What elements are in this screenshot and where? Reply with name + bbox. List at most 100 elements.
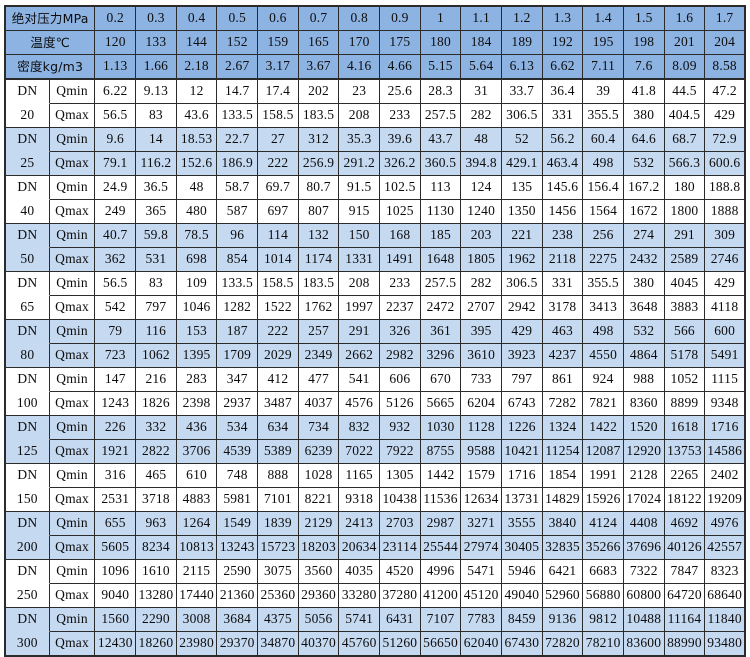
qmax-value-cell: 1997 — [339, 296, 381, 320]
qmin-label: Qmin — [49, 512, 96, 536]
qmax-value-cell: 10813 — [176, 536, 218, 560]
qmin-value-cell: 3271 — [461, 512, 502, 536]
table-row: DN Qmin 6.22 9.13 12 14.7 17.4 202 23 25.6 28.3 31 3… — [6, 80, 746, 104]
qmin-value-cell: 1030 — [420, 416, 462, 440]
qmin-label: Qmin — [49, 272, 96, 296]
qmin-value-cell: 541 — [339, 368, 381, 392]
qmin-value-cell: 25.6 — [380, 80, 421, 104]
qmax-value-cell: 3178 — [542, 296, 584, 320]
qmax-value-cell: 480 — [176, 200, 218, 224]
qmin-value-cell: 8323 — [705, 560, 746, 584]
qmax-value-cell: 56.5 — [95, 104, 137, 128]
qmin-value-cell: 963 — [136, 512, 177, 536]
qmax-value-cell: 56880 — [583, 584, 624, 608]
header-cell-density: 3.17 — [258, 55, 299, 80]
header-cell-temperature: 201 — [664, 31, 706, 55]
qmin-value-cell: 477 — [298, 368, 340, 392]
qmax-value-cell: 3718 — [136, 488, 177, 512]
table-row: 25 Qmax 79.1 116.2 152.6 186.9 222 256.9 291.2 32… — [6, 152, 746, 176]
qmin-value-cell: 6.22 — [95, 80, 137, 104]
table-row: 200 Qmax 5605 8234 10813 13243 15723 18203 20634… — [6, 536, 746, 560]
qmin-value-cell: 221 — [502, 224, 543, 248]
qmin-value-cell: 14 — [136, 128, 177, 152]
qmax-value-cell: 233 — [380, 104, 421, 128]
qmin-value-cell: 326 — [380, 320, 421, 344]
qmax-value-cell: 2118 — [542, 248, 584, 272]
dn-label-prefix: DN — [6, 320, 50, 344]
qmin-value-cell: 6683 — [583, 560, 624, 584]
qmin-value-cell: 56.5 — [95, 272, 137, 296]
qmin-value-cell: 6421 — [542, 560, 584, 584]
header-cell-pressure: 1 — [420, 7, 462, 31]
qmin-value-cell: 257.5 — [420, 272, 462, 296]
qmin-value-cell: 4692 — [664, 512, 706, 536]
table-row: DN Qmin 24.9 36.5 48 58.7 69.7 80.7 91.5 102.5 113… — [6, 176, 746, 200]
header-cell-density: 5.64 — [461, 55, 502, 80]
header-cell-temperature: 144 — [176, 31, 218, 55]
header-cell-temperature: 133 — [136, 31, 177, 55]
qmin-value-cell: 600 — [705, 320, 746, 344]
qmax-value-cell: 1564 — [583, 200, 624, 224]
qmin-value-cell: 132 — [298, 224, 340, 248]
qmin-value-cell: 332 — [136, 416, 177, 440]
qmax-value-cell: 5491 — [705, 344, 746, 368]
qmin-value-cell: 306.5 — [502, 272, 543, 296]
qmax-value-cell: 3923 — [502, 344, 543, 368]
qmin-value-cell: 39 — [583, 80, 624, 104]
qmin-value-cell: 566 — [664, 320, 706, 344]
qmax-value-cell: 394.8 — [461, 152, 502, 176]
qmin-value-cell: 17.4 — [258, 80, 299, 104]
header-cell-temperature: 189 — [502, 31, 543, 55]
header-cell-pressure: 1.5 — [623, 7, 665, 31]
qmax-value-cell: 186.9 — [217, 152, 259, 176]
table-row: 125 Qmax 1921 2822 3706 4539 5389 6239 7022 7922 8… — [6, 440, 746, 464]
qmin-value-cell: 79 — [95, 320, 137, 344]
qmin-value-cell: 22.7 — [217, 128, 259, 152]
qmin-value-cell: 187 — [217, 320, 259, 344]
qmin-value-cell: 1854 — [542, 464, 584, 488]
dn-label-size: 20 — [6, 104, 50, 128]
qmin-value-cell: 1422 — [583, 416, 624, 440]
qmin-value-cell: 27 — [258, 128, 299, 152]
header-cell-density: 6.62 — [542, 55, 584, 80]
qmin-value-cell: 1226 — [502, 416, 543, 440]
qmin-value-cell: 498 — [583, 320, 624, 344]
qmax-value-cell: 360.5 — [420, 152, 462, 176]
qmin-value-cell: 12 — [176, 80, 218, 104]
dn-label-size: 65 — [6, 296, 50, 320]
header-cell-pressure: 0.2 — [95, 7, 137, 31]
dn-label-size: 80 — [6, 344, 50, 368]
qmin-value-cell: 1716 — [502, 464, 543, 488]
qmax-value-cell: 4550 — [583, 344, 624, 368]
header-row-absolute-pressure: 绝对压力MPa 0.2 0.3 0.4 0.5 0.6 0.7 0.8 0.9 1 1.1 1.2 1.… — [6, 7, 746, 31]
qmax-value-cell: 2662 — [339, 344, 381, 368]
table-row: 250 Qmax 9040 13280 17440 21360 25360 29360 3328… — [6, 584, 746, 608]
qmax-value-cell: 56650 — [420, 632, 462, 657]
header-cell-pressure: 0.4 — [176, 7, 218, 31]
qmin-value-cell: 40.7 — [95, 224, 137, 248]
qmax-value-cell: 152.6 — [176, 152, 218, 176]
qmax-value-cell: 498 — [583, 152, 624, 176]
qmin-value-cell: 4408 — [623, 512, 665, 536]
dn-label-prefix: DN — [6, 272, 50, 296]
qmax-value-cell: 5605 — [95, 536, 137, 560]
qmin-value-cell: 5946 — [502, 560, 543, 584]
qmax-value-cell: 83 — [136, 104, 177, 128]
qmax-value-cell: 222 — [258, 152, 299, 176]
qmax-value-cell: 256.9 — [298, 152, 340, 176]
qmin-value-cell: 10488 — [623, 608, 665, 632]
qmin-value-cell: 1096 — [95, 560, 137, 584]
qmin-value-cell: 1839 — [258, 512, 299, 536]
qmax-value-cell: 797 — [136, 296, 177, 320]
qmax-value-cell: 2937 — [217, 392, 259, 416]
qmax-label: Qmax — [49, 152, 96, 176]
qmax-value-cell: 2275 — [583, 248, 624, 272]
qmin-value-cell: 610 — [176, 464, 218, 488]
qmin-value-cell: 233 — [380, 272, 421, 296]
qmin-value-cell: 355.5 — [583, 272, 624, 296]
qmax-value-cell: 17024 — [623, 488, 665, 512]
header-cell-pressure: 0.3 — [136, 7, 177, 31]
qmin-value-cell: 35.3 — [339, 128, 381, 152]
qmax-value-cell: 88990 — [664, 632, 706, 657]
qmax-value-cell: 40370 — [298, 632, 340, 657]
